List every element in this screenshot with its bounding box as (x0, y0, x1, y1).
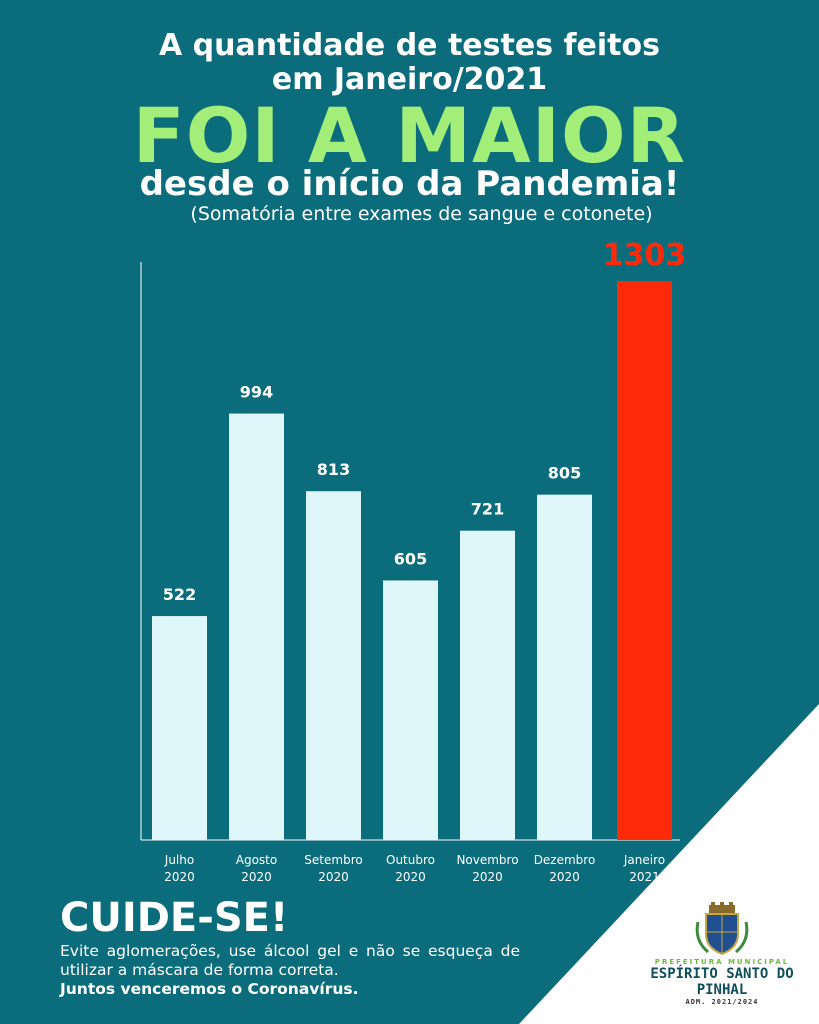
headline-line-1: A quantidade de testes feitos (159, 28, 660, 63)
cta-title: CUIDE-SE! (60, 895, 289, 941)
x-tick-label: Outubro (386, 853, 435, 867)
headline-subtitle: (Somatória entre exames de sangue e coto… (190, 203, 653, 225)
x-tick-label: 2020 (395, 870, 426, 884)
headline-highlight: FOI A MAIOR (132, 91, 687, 180)
bar-janeiro (617, 281, 672, 840)
data-label: 805 (548, 464, 581, 483)
x-tick-label: 2020 (241, 870, 272, 884)
bar-julho (152, 616, 207, 840)
data-label: 721 (471, 500, 504, 519)
headline-line-3: desde o início da Pandemia! (139, 164, 680, 204)
x-tick-label: 2021 (629, 870, 660, 884)
data-label: 1303 (603, 238, 687, 273)
bar-agosto (229, 413, 284, 840)
x-tick-label: 2020 (318, 870, 349, 884)
x-tick-label: 2020 (549, 870, 580, 884)
x-tick-label: Agosto (236, 853, 277, 867)
cta-text-bold: Juntos venceremos o Coronavírus. (60, 980, 359, 998)
data-label: 994 (240, 383, 273, 402)
x-tick-label: 2020 (472, 870, 503, 884)
x-tick-label: Julho (164, 853, 194, 867)
x-tick-label: Janeiro (623, 853, 665, 867)
x-tick-label: 2020 (164, 870, 195, 884)
headline-line-2: em Janeiro/2021 (271, 62, 548, 97)
data-label: 813 (317, 460, 350, 479)
bar-outubro (383, 580, 438, 840)
logo-administration: ADM. 2021/2024 (685, 998, 759, 1006)
cta-text: Evite aglomerações, use álcool gel e não… (60, 942, 520, 999)
logo-name: ESPÍRITO SANTO DO PINHAL (650, 966, 794, 998)
x-tick-label: Dezembro (534, 853, 596, 867)
bar-novembro (460, 530, 515, 840)
bar-setembro (306, 491, 361, 840)
bar-dezembro (537, 494, 592, 840)
municipality-logo: PREFEITURA MUNICIPAL ESPÍRITO SANTO DO P… (636, 902, 808, 1006)
x-tick-label: Setembro (304, 853, 362, 867)
cta-block: CUIDE-SE! Evite aglomerações, use álcool… (60, 896, 520, 999)
x-tick-label: Novembro (456, 853, 518, 867)
cta-text-body: Evite aglomerações, use álcool gel e não… (60, 942, 520, 979)
bars-group: 522 Julho 2020 994 Agosto 2020 813 Setembro 2020… (152, 238, 686, 884)
logo-pretitle: PREFEITURA MUNICIPAL (654, 958, 790, 966)
coat-of-arms-icon (695, 902, 749, 956)
data-label: 605 (394, 549, 427, 568)
data-label: 522 (163, 585, 196, 604)
